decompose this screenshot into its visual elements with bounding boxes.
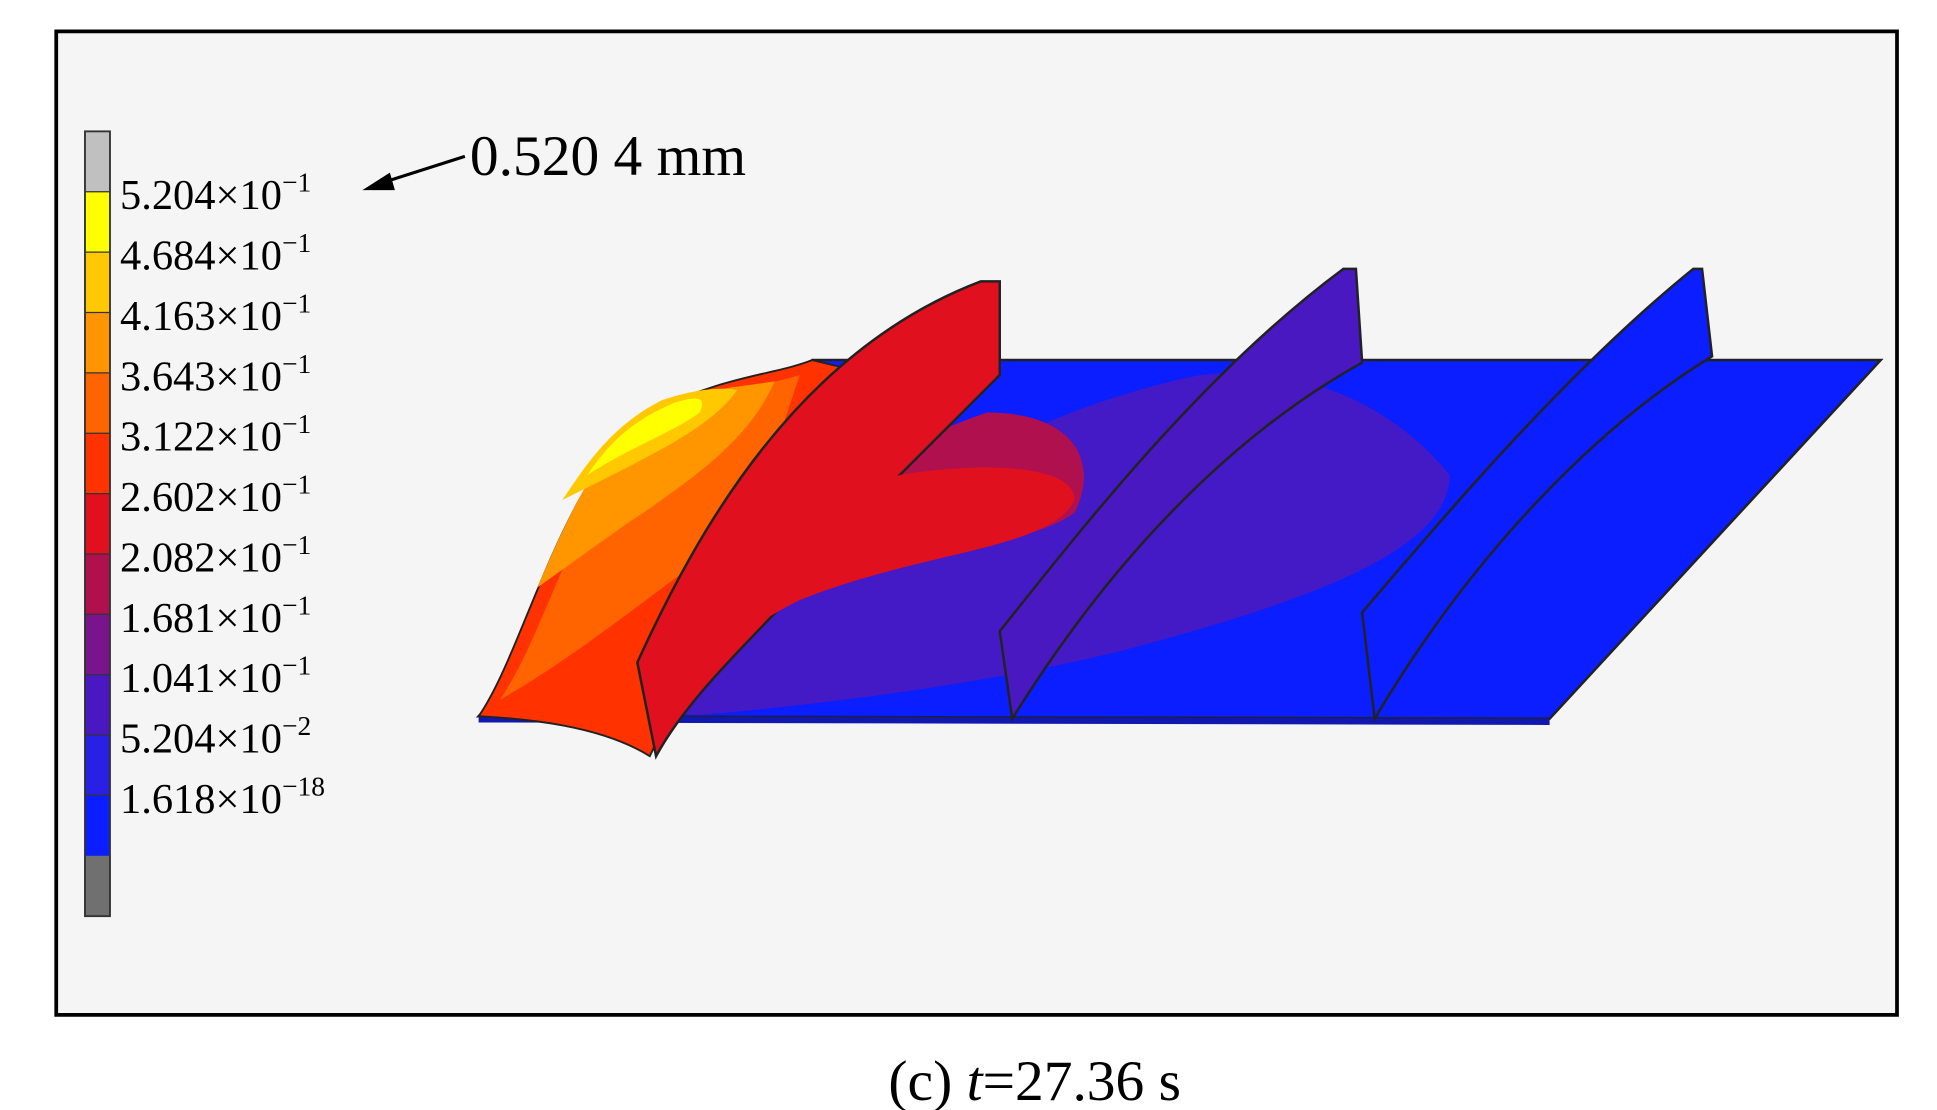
legend-label: 5.204×10−1 xyxy=(120,168,311,219)
mantissa: 4.163 xyxy=(120,293,216,340)
times: ×10 xyxy=(216,414,282,461)
caption-variable: t xyxy=(967,1050,985,1110)
mantissa: 2.602 xyxy=(120,474,216,521)
mantissa: 1.618 xyxy=(120,776,216,823)
color-swatch xyxy=(84,795,110,857)
fin-contour xyxy=(699,467,1075,650)
bulge-contour xyxy=(587,398,703,476)
color-swatch xyxy=(84,372,110,434)
annotation: 0.520 4 mm xyxy=(362,125,746,191)
exponent: −1 xyxy=(282,590,311,620)
mantissa: 5.204 xyxy=(120,716,216,763)
legend-label: 1.618×10−18 xyxy=(120,771,325,822)
mantissa: 2.082 xyxy=(120,534,216,581)
legend-label: 3.643×10−1 xyxy=(120,349,311,400)
times: ×10 xyxy=(216,595,282,642)
color-swatch xyxy=(84,855,110,917)
exponent: −18 xyxy=(282,771,325,801)
exponent: −1 xyxy=(282,651,311,681)
mantissa: 3.122 xyxy=(120,414,216,461)
fin xyxy=(998,267,1364,723)
times: ×10 xyxy=(216,655,282,702)
color-swatch xyxy=(84,674,110,736)
exponent: −1 xyxy=(282,409,311,439)
legend-label: 3.122×10−1 xyxy=(120,409,311,460)
legend-label: 1.041×10−1 xyxy=(120,651,311,702)
times: ×10 xyxy=(216,716,282,763)
legend-label: 5.204×10−2 xyxy=(120,711,311,762)
color-swatch xyxy=(84,614,110,676)
times: ×10 xyxy=(216,534,282,581)
color-swatch xyxy=(84,433,110,495)
legend: 5.204×10−14.684×10−14.163×10−13.643×10−1… xyxy=(84,130,325,918)
bulge-contour xyxy=(537,381,775,588)
mantissa: 4.684 xyxy=(120,233,216,280)
times: ×10 xyxy=(216,233,282,280)
times: ×10 xyxy=(216,776,282,823)
bulge-contour xyxy=(499,375,800,700)
color-swatch xyxy=(84,493,110,555)
exponent: −1 xyxy=(282,288,311,318)
mantissa: 1.681 xyxy=(120,595,216,642)
arrow-head xyxy=(362,172,395,191)
plate-edge xyxy=(478,716,1550,725)
caption-label: (c) xyxy=(888,1050,952,1110)
legend-label: 2.082×10−1 xyxy=(120,530,311,581)
times: ×10 xyxy=(216,474,282,521)
legend-label: 4.684×10−1 xyxy=(120,228,311,279)
legend-label: 4.163×10−1 xyxy=(120,288,311,339)
mantissa: 1.041 xyxy=(120,655,216,702)
exponent: −1 xyxy=(282,349,311,379)
legend-label: 1.681×10−1 xyxy=(120,590,311,641)
times: ×10 xyxy=(216,353,282,400)
exponent: −1 xyxy=(282,530,311,560)
caption-value: =27.36 s xyxy=(983,1050,1181,1110)
exponent: −1 xyxy=(282,228,311,258)
fin xyxy=(1360,267,1714,723)
times: ×10 xyxy=(216,172,282,219)
color-swatch xyxy=(84,131,110,193)
mantissa: 3.643 xyxy=(120,353,216,400)
color-swatch xyxy=(84,553,110,615)
exponent: −1 xyxy=(282,168,311,198)
color-bar-border xyxy=(84,130,111,918)
color-swatch xyxy=(84,312,110,374)
mantissa: 5.204 xyxy=(120,172,216,219)
legend-label: 2.602×10−1 xyxy=(120,470,311,521)
caption: (c) t=27.36 s xyxy=(888,1050,1181,1110)
color-swatch xyxy=(84,252,110,314)
annotation-text: 0.520 4 mm xyxy=(470,125,746,188)
color-swatch xyxy=(84,735,110,797)
exponent: −1 xyxy=(282,470,311,500)
model xyxy=(475,267,1884,760)
times: ×10 xyxy=(216,293,282,340)
color-swatch xyxy=(84,191,110,253)
contour-region xyxy=(649,373,1450,715)
exponent: −2 xyxy=(282,711,311,741)
